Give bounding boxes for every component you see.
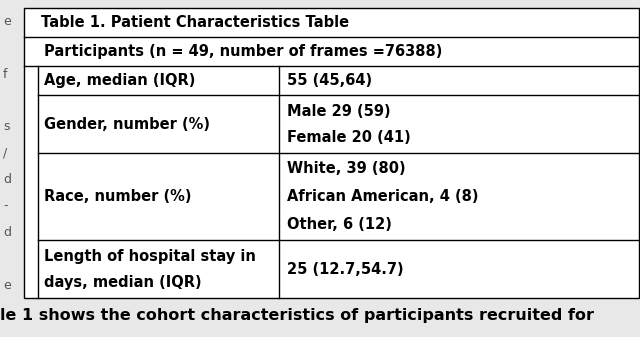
Text: Female 20 (41): Female 20 (41) [287, 130, 411, 145]
Text: e: e [3, 279, 11, 292]
Bar [24, 8, 639, 298]
Text: 25 (12.7,54.7): 25 (12.7,54.7) [287, 262, 404, 277]
Text: Race, number (%): Race, number (%) [44, 189, 192, 204]
Text: Gender, number (%): Gender, number (%) [44, 117, 210, 132]
Text: 55 (45,64): 55 (45,64) [287, 73, 372, 88]
Text: Length of hospital stay in: Length of hospital stay in [44, 249, 256, 264]
Text: days, median (IQR): days, median (IQR) [44, 275, 202, 289]
Text: Male 29 (59): Male 29 (59) [287, 104, 390, 119]
Text: -: - [3, 200, 8, 213]
Text: /: / [3, 147, 8, 160]
Text: Age, median (IQR): Age, median (IQR) [44, 73, 196, 88]
Text: le 1 shows the cohort characteristics of participants recruited for: le 1 shows the cohort characteristics of… [0, 308, 594, 324]
Text: African American, 4 (8): African American, 4 (8) [287, 189, 479, 204]
Text: d: d [3, 173, 11, 186]
Text: e: e [3, 15, 11, 28]
Text: Table 1. Patient Characteristics Table: Table 1. Patient Characteristics Table [41, 16, 349, 30]
Text: f: f [3, 68, 8, 81]
Text: Participants (n = 49, number of frames =76388): Participants (n = 49, number of frames =… [44, 44, 443, 59]
Text: d: d [3, 226, 11, 239]
Bar [24, 8, 639, 298]
Text: Other, 6 (12): Other, 6 (12) [287, 217, 392, 232]
Text: s: s [3, 121, 10, 133]
Text: White, 39 (80): White, 39 (80) [287, 161, 406, 177]
